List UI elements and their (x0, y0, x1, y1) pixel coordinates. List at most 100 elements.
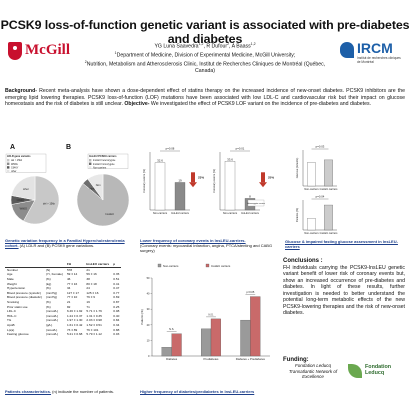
table-cell: 56 ± 16 (86, 272, 97, 277)
note-label: Heterozygote carriers (247, 202, 265, 205)
pvalue-label: p=0.03 (316, 145, 325, 149)
table-cell: 76 ± 101 (86, 327, 99, 332)
bar (324, 159, 333, 187)
table-cell: 5.21 ± 0.68 (66, 332, 83, 337)
table-row: ApoB (g/L) 1.61 ± 0.42 1.52 ± 0.51 0.34 (5, 323, 121, 328)
conclusions-section: Conclusions : FH individuals carrying th… (283, 258, 405, 317)
table-cell: 0.35 (113, 272, 120, 277)
table-cell: 1.97 ± 1.30 (66, 318, 83, 323)
bar (201, 328, 212, 357)
x-tick-label: Non-carriers (223, 211, 238, 215)
y-tick-label: 30 (147, 307, 150, 311)
table-cell: HDL-C (7, 313, 17, 318)
table-row: Blood pressure (diastolic) (mmHg) 77 ± 10 7… (5, 295, 121, 300)
ircm-wordmark: IRCM (357, 40, 393, 56)
x-tick-label: Diabetes + Prediabetes (236, 357, 266, 361)
coronary-chart-female: 33.6 Non-carriers 8 InsLEU carriers Coronary… (212, 147, 274, 216)
table-row: Lp(a) (nmol/L) 73 ± 89 76 ± 101 0.88 (5, 327, 121, 332)
y-tick-label: 40 (147, 292, 150, 296)
background-label: Background- (5, 88, 37, 94)
pie-legend-swatch (7, 159, 10, 162)
table-row: Number (N) 578 21 (5, 267, 121, 272)
down-arrow (261, 172, 265, 183)
table-cell: 2.03 ± 0.98 (86, 318, 102, 323)
ircm-logo: IRCM Institut de recherches cliniques de… (340, 40, 404, 68)
legend-swatch (205, 263, 210, 268)
table-cell: (mmol/L) (45, 332, 59, 337)
table-cell: Blood pressure (systolic) (7, 290, 41, 295)
pie-slice-label: other (23, 187, 29, 191)
table-cell: Age (7, 272, 13, 277)
table-cell: (mmol/L) (45, 313, 59, 318)
glucose-caption: Glucose & impaired fasting glucose asses… (285, 239, 398, 249)
table-cell: 127 ± 17 (66, 290, 79, 295)
table-cell: 80 ± 18 (86, 281, 97, 286)
y-tick-label: 50 (147, 276, 150, 280)
table-row: Hypertension (%) 34 24 0.47 (5, 286, 121, 291)
down-arrow (191, 172, 195, 183)
table-cell: 0.40 (113, 313, 120, 318)
table-cell: 77 ± 10 (66, 295, 78, 300)
y-axis-label: Coronary events (%) (142, 169, 146, 193)
bar (161, 347, 172, 357)
pie-slice-label: C646Y (17, 198, 25, 202)
table-cell: 0.25 (113, 304, 120, 309)
legend-swatch (157, 263, 162, 268)
table-row: Fasting glucose (mmol/L) 5.21 ± 0.68 5.79 ±… (5, 332, 121, 337)
leducq-word-2: Leducq (365, 370, 385, 377)
leducq-logo: Fondation Leducq (348, 362, 406, 390)
table-header-cell: InsLEU carriers (84, 262, 112, 268)
table-cell: Hypertension (7, 286, 26, 291)
table-cell: 1.61 ± 0.42 (66, 323, 83, 328)
table-cell: 0.87 (113, 300, 120, 305)
bar (174, 182, 186, 211)
table-cell: (nmol/L) (45, 327, 58, 332)
table-cell: 0.77 (113, 290, 120, 295)
table-header-cell: FH (64, 262, 85, 268)
pie-legend-box (5, 153, 47, 173)
table-row: TG (mmol/L) 1.97 ± 1.30 2.03 ± 0.98 0.84 (5, 318, 121, 323)
table-cell: 21 (66, 300, 71, 305)
table-row: LDL-C (mmol/L) 6.46 ± 1.92 5.71 ± 1.76 0.08 (5, 309, 121, 314)
bar (307, 218, 316, 231)
bar-value-label: 33.6 (227, 157, 233, 161)
bar (324, 204, 333, 231)
table-header-cell (5, 262, 44, 268)
table-cell: 1.31 ± 0.35 (86, 313, 102, 318)
background-paragraph: Background- Recent meta-analysis have sh… (5, 88, 405, 108)
table-cell: 82 (66, 304, 71, 309)
funding-text: Fondation Leducq Transatlantic Network o… (288, 363, 338, 380)
table-header-cell (43, 262, 65, 268)
table-cell: 34 (66, 286, 71, 291)
table-row: Male (%) 46 38 0.51 (5, 277, 121, 282)
x-tick-label: Non-carriers (153, 211, 168, 215)
table-cell: 1.24 ± 0.37 (66, 313, 83, 318)
table-row: Blood pressure (systolic) (mmHg) 127 ± 17 1… (5, 291, 121, 296)
table-row: Age (Yr, Female) 59 ± 14 56 ± 16 0.35 (5, 272, 121, 277)
leducq-word-1: Fondation (365, 364, 392, 370)
coronary-charts: 32.6 Non-carriers 19 InsLEU carriers Coronar… (142, 147, 274, 216)
reduction-label: 25% (268, 175, 274, 179)
table-cell: (%) (45, 304, 51, 309)
coronary-caption: Lower frequency of coronary events in In… (140, 238, 273, 253)
y-axis-label: Patients (%) (140, 309, 144, 324)
impaired-glucose-chart: Non-carriers InsLEU carriers Patients (%) p… (295, 195, 338, 236)
table-cell: (%) (45, 277, 51, 282)
conclusions-heading: Conclusions : (283, 258, 323, 264)
objective-label: Objective- (124, 101, 150, 108)
y-axis-label: Patients (%) (295, 208, 299, 222)
down-arrow-head (259, 182, 267, 188)
table-cell: 578 (66, 267, 73, 272)
pie-legend-label: W66G (11, 163, 18, 166)
table-cell: 59 ± 14 (66, 272, 78, 277)
table-cell: 0.69 (113, 295, 120, 300)
objective-text: We investigated the effect of PCSK9 LOF … (149, 101, 372, 108)
pie-slice (87, 173, 104, 201)
table-cell: 73 ± 89 (66, 327, 78, 332)
background-text: Recent meta-analysis have shown a dose-d… (5, 88, 405, 108)
affiliation-1: 1Department of Medicine, Division of Exp… (114, 50, 296, 59)
pvalue-label: p=0.08 (166, 147, 175, 151)
table-cell: Lp(a) (7, 327, 15, 332)
